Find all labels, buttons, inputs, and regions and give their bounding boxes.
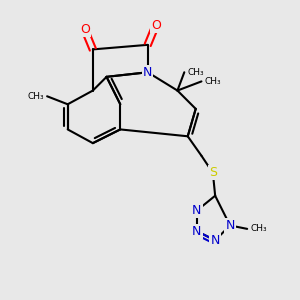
Text: O: O [151,19,161,32]
Text: O: O [80,23,90,37]
Text: CH₃: CH₃ [205,77,221,86]
Text: N: N [192,204,202,217]
Text: N: N [225,219,235,232]
Text: N: N [211,234,220,247]
Text: CH₃: CH₃ [250,224,267,233]
Text: CH₃: CH₃ [27,92,44,101]
Text: CH₃: CH₃ [188,68,204,77]
Text: S: S [209,167,217,179]
Text: N: N [192,225,202,238]
Text: N: N [143,66,152,79]
